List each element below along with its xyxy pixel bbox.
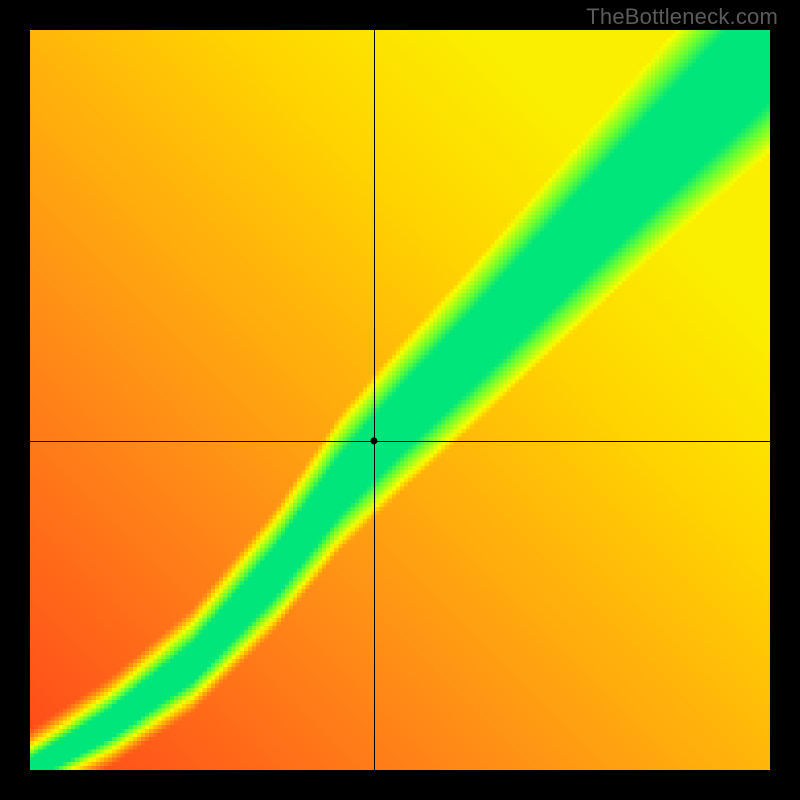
watermark-text: TheBottleneck.com: [586, 4, 778, 30]
chart-frame: TheBottleneck.com: [0, 0, 800, 800]
heatmap-canvas: [30, 30, 770, 770]
